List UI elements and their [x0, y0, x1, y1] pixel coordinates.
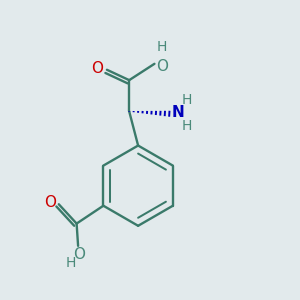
- Text: O: O: [91, 61, 103, 76]
- Text: H: H: [157, 40, 167, 54]
- Text: O: O: [73, 247, 85, 262]
- Text: H: H: [181, 93, 192, 107]
- Text: O: O: [156, 59, 168, 74]
- Text: H: H: [181, 119, 192, 133]
- Text: O: O: [44, 195, 56, 210]
- Text: H: H: [65, 256, 76, 270]
- Text: N: N: [172, 105, 184, 120]
